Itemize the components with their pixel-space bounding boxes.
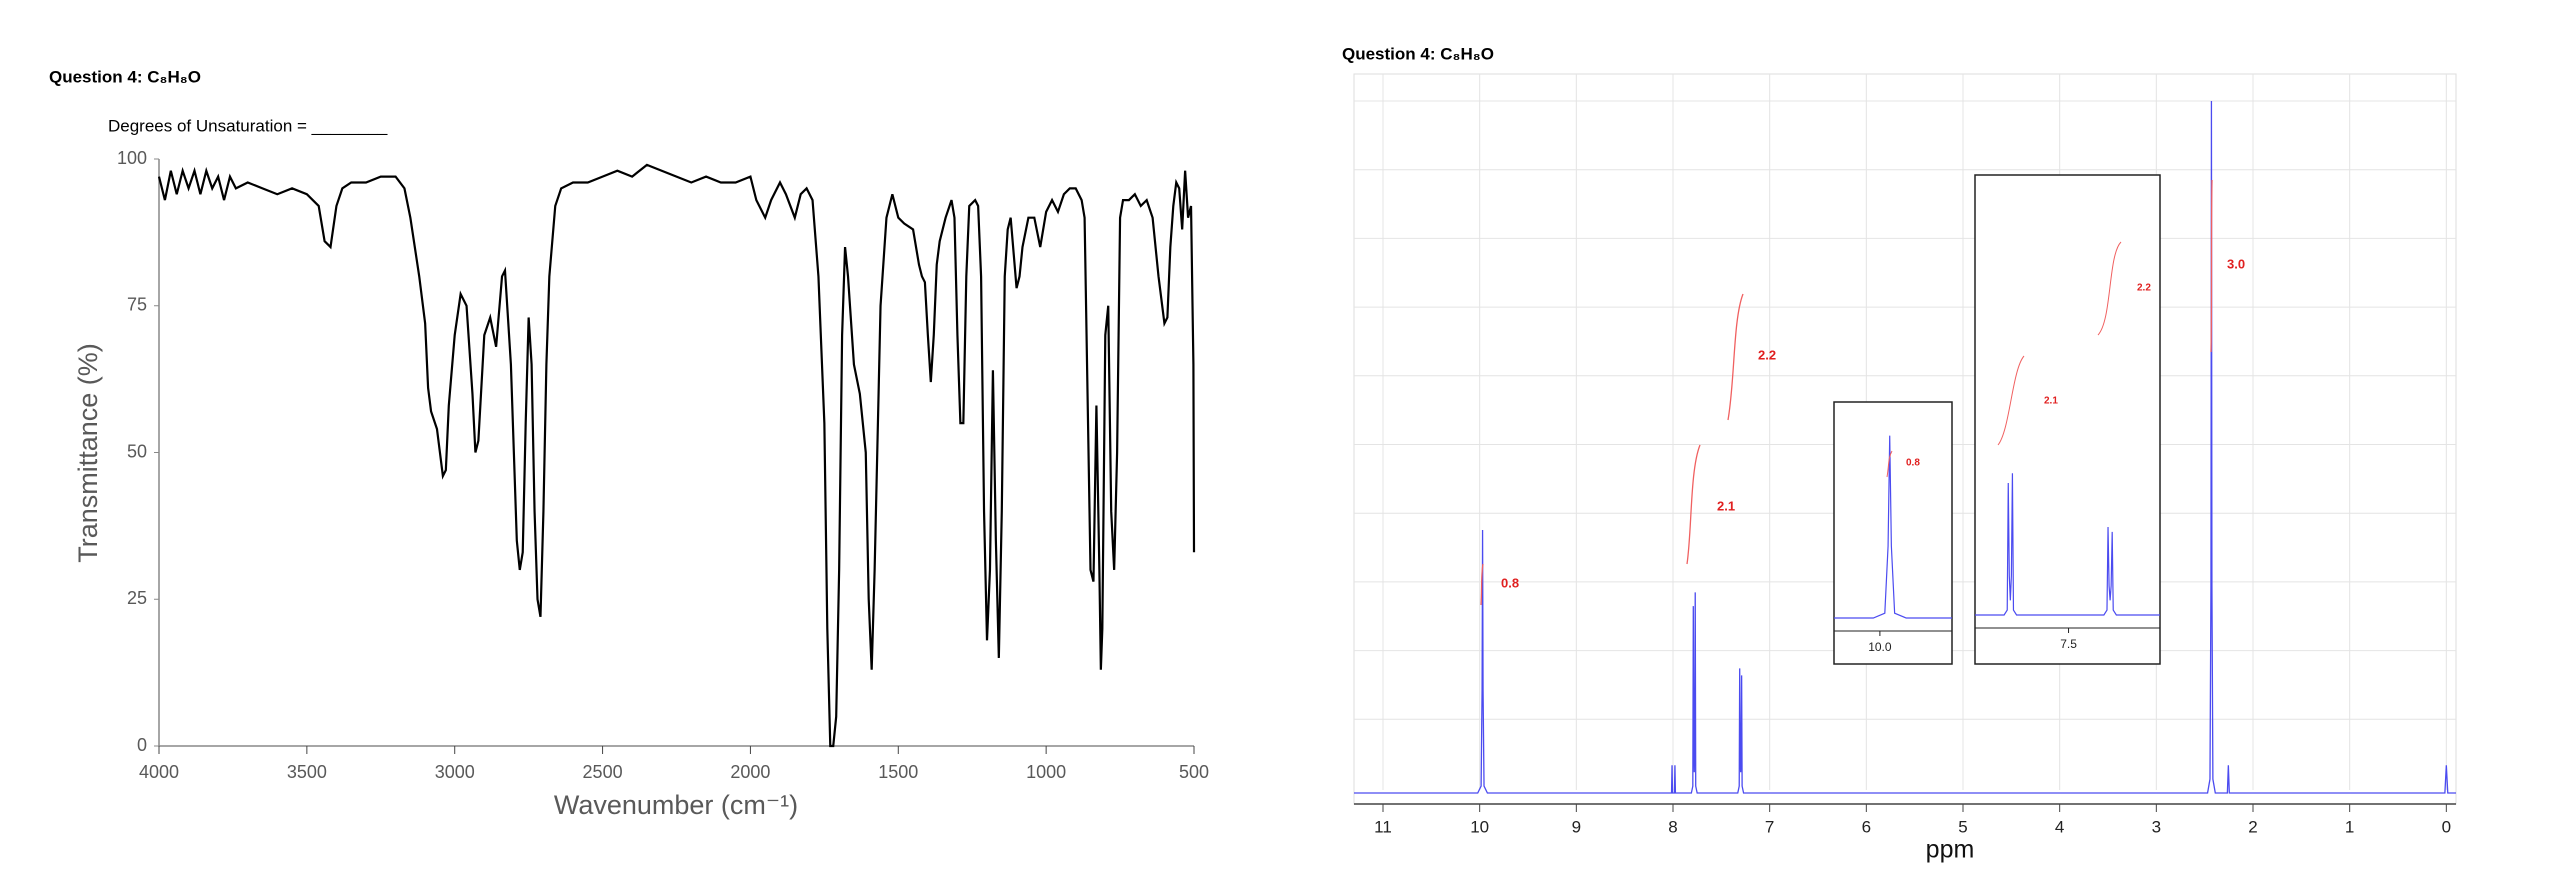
y-tick-label: 50 bbox=[127, 441, 147, 461]
x-tick-label: 0 bbox=[2442, 817, 2451, 836]
integral-label: 2.2 bbox=[1758, 347, 1776, 362]
integral-label: 3.0 bbox=[2227, 256, 2245, 271]
integral-curve bbox=[1686, 444, 1701, 565]
x-axis-label: Wavenumber (cm⁻¹) bbox=[554, 790, 798, 820]
y-tick-label: 100 bbox=[117, 148, 147, 168]
ir-title: Question 4: C₈H₈O bbox=[49, 67, 201, 86]
y-axis-label: Transmittance (%) bbox=[73, 343, 103, 563]
x-tick-label: 3 bbox=[2152, 817, 2161, 836]
x-tick-label: 9 bbox=[1572, 817, 1581, 836]
integral-curve bbox=[1480, 563, 1484, 606]
x-axis-label: ppm bbox=[1926, 836, 1975, 864]
integral-curve bbox=[2210, 179, 2213, 353]
integral-curve bbox=[2097, 241, 2122, 336]
ir-subtitle: Degrees of Unsaturation = ________ bbox=[108, 116, 388, 135]
x-tick-label: 11 bbox=[1374, 817, 1392, 836]
x-tick-label: 1000 bbox=[1026, 762, 1066, 782]
integral-label: 0.8 bbox=[1501, 575, 1519, 590]
y-tick-label: 75 bbox=[127, 295, 147, 315]
x-tick-label: 5 bbox=[1958, 817, 1967, 836]
y-tick-label: 0 bbox=[137, 735, 147, 755]
x-tick-label: 500 bbox=[1179, 762, 1209, 782]
spectrum-line bbox=[1975, 473, 2160, 616]
x-tick-label: 1500 bbox=[878, 762, 918, 782]
x-tick-label: 3500 bbox=[287, 762, 327, 782]
spectrum-line bbox=[1354, 100, 2456, 794]
integral-label: 2.1 bbox=[1717, 498, 1735, 513]
x-tick-label: 6 bbox=[1862, 817, 1871, 836]
inset-frame bbox=[1974, 174, 2161, 665]
x-tick-label: 10 bbox=[1470, 817, 1489, 836]
integral-curve bbox=[1997, 355, 2025, 446]
x-tick-label: 1 bbox=[2345, 817, 2354, 836]
spectrum-line bbox=[157, 163, 1196, 748]
y-tick-label: 25 bbox=[127, 588, 147, 608]
x-tick-label: 3000 bbox=[435, 762, 475, 782]
x-tick-label: 4 bbox=[2055, 817, 2064, 836]
inset-tick-label: 7.5 bbox=[2060, 637, 2077, 651]
integral-curve bbox=[1886, 450, 1893, 478]
x-tick-label: 7 bbox=[1765, 817, 1774, 836]
inset-frame bbox=[1833, 401, 1953, 665]
inset-tick-label: 10.0 bbox=[1868, 640, 1892, 654]
x-tick-label: 4000 bbox=[139, 762, 179, 782]
integral-label: 2.1 bbox=[2044, 396, 2058, 407]
nmr-title: Question 4: C₈H₈O bbox=[1342, 44, 1494, 63]
x-tick-label: 8 bbox=[1668, 817, 1677, 836]
integral-curve bbox=[1727, 293, 1744, 421]
integral-label: 2.2 bbox=[2137, 283, 2151, 294]
x-tick-label: 2500 bbox=[583, 762, 623, 782]
x-tick-label: 2000 bbox=[730, 762, 770, 782]
x-tick-label: 2 bbox=[2248, 817, 2257, 836]
integral-label: 0.8 bbox=[1906, 458, 1920, 469]
